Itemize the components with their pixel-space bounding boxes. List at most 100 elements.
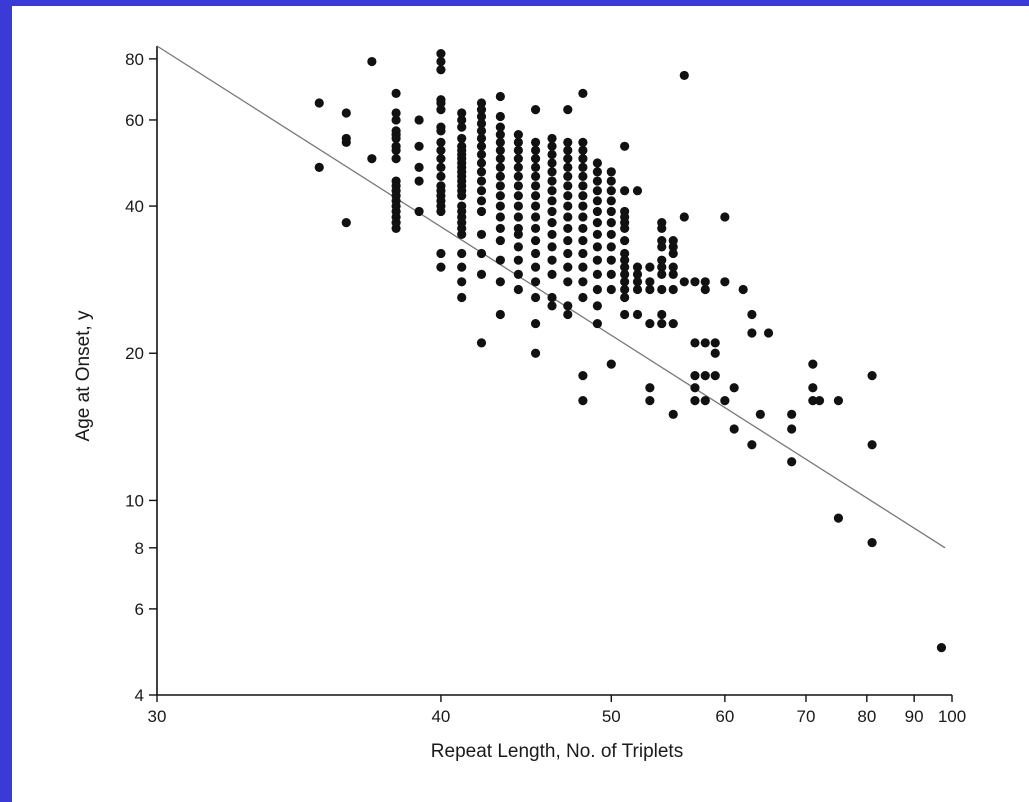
data-point	[645, 383, 655, 393]
data-point	[578, 248, 588, 259]
data-point	[700, 277, 710, 287]
data-point	[495, 171, 505, 181]
data-point	[476, 149, 487, 160]
data-point	[476, 141, 487, 151]
data-point	[563, 145, 573, 155]
data-point	[513, 284, 523, 295]
x-axis-title: Repeat Length, No. of Triplets	[431, 741, 683, 762]
y-tick-label: 8	[135, 539, 144, 558]
y-tick-label: 10	[125, 491, 144, 510]
data-point	[547, 255, 557, 265]
data-point	[530, 318, 541, 329]
data-point	[690, 338, 700, 348]
data-point	[476, 98, 487, 108]
data-point	[391, 145, 401, 155]
data-point	[690, 396, 700, 406]
data-point	[578, 235, 588, 246]
data-point	[787, 457, 797, 467]
data-point	[710, 338, 720, 348]
data-point	[592, 176, 602, 186]
data-point	[476, 269, 487, 279]
data-point	[620, 186, 630, 196]
data-point	[530, 137, 541, 147]
data-point	[495, 162, 505, 172]
data-point	[547, 149, 557, 160]
data-point	[436, 65, 446, 75]
data-point	[578, 292, 588, 303]
data-point	[620, 235, 630, 246]
data-point	[530, 105, 541, 115]
data-point	[592, 158, 602, 168]
data-point	[620, 255, 630, 265]
data-point	[729, 424, 739, 434]
data-point	[367, 56, 377, 67]
data-point	[530, 171, 541, 181]
data-point	[645, 277, 655, 287]
data-point	[547, 176, 557, 186]
scatter-chart: 30 40 50 60 70 80 90 100 4 6 8 10 20 40 60 80 Repeat L…	[73, 45, 966, 762]
data-point	[620, 277, 630, 287]
data-point	[620, 284, 630, 295]
data-point	[620, 141, 630, 151]
data-point	[632, 269, 643, 279]
data-point	[414, 162, 424, 172]
data-point	[563, 223, 573, 234]
data-point	[592, 242, 602, 252]
data-point	[645, 396, 655, 406]
data-point	[476, 105, 487, 115]
data-point	[436, 145, 446, 155]
data-point	[668, 269, 678, 279]
data-point	[530, 201, 541, 211]
data-point	[936, 643, 947, 653]
data-point	[530, 277, 541, 287]
data-point	[592, 229, 602, 240]
x-tick-label: 40	[431, 707, 450, 726]
data-point	[513, 229, 523, 240]
data-point	[513, 171, 523, 181]
data-point	[495, 277, 505, 287]
x-tick-label: 70	[797, 707, 816, 726]
data-point	[620, 309, 630, 320]
data-point	[668, 284, 678, 295]
data-point	[530, 191, 541, 201]
data-point	[476, 167, 487, 177]
x-ticks: 30 40 50 60 70 80 90 100	[148, 695, 966, 726]
data-point	[495, 191, 505, 201]
data-point	[606, 255, 616, 265]
data-point	[436, 262, 446, 272]
data-point	[391, 108, 401, 118]
data-point	[414, 141, 424, 151]
data-point	[495, 130, 505, 140]
data-point	[720, 212, 730, 222]
data-point	[563, 277, 573, 287]
data-point	[457, 191, 467, 201]
data-point	[620, 269, 630, 279]
data-point	[476, 338, 487, 348]
y-ticks: 4 6 8 10 20 40 60 80	[125, 50, 157, 705]
data-point	[367, 154, 377, 164]
data-point	[606, 242, 616, 252]
data-point	[476, 186, 487, 196]
data-point	[632, 186, 643, 196]
data-point	[606, 218, 616, 228]
x-tick-label: 80	[857, 707, 876, 726]
data-point	[563, 171, 573, 181]
data-point	[563, 262, 573, 272]
data-point	[513, 212, 523, 222]
data-point	[578, 223, 588, 234]
data-point	[530, 181, 541, 191]
data-point	[729, 383, 739, 393]
data-point	[495, 201, 505, 211]
data-point	[547, 206, 557, 217]
data-point	[513, 269, 523, 279]
data-point	[391, 154, 401, 164]
data-point	[513, 130, 523, 140]
data-point	[563, 162, 573, 172]
data-point	[513, 242, 523, 252]
data-points	[314, 49, 947, 653]
data-point	[414, 206, 424, 217]
data-point	[755, 409, 765, 419]
y-tick-label: 40	[125, 197, 144, 216]
data-point	[747, 309, 757, 320]
data-point	[657, 269, 667, 279]
